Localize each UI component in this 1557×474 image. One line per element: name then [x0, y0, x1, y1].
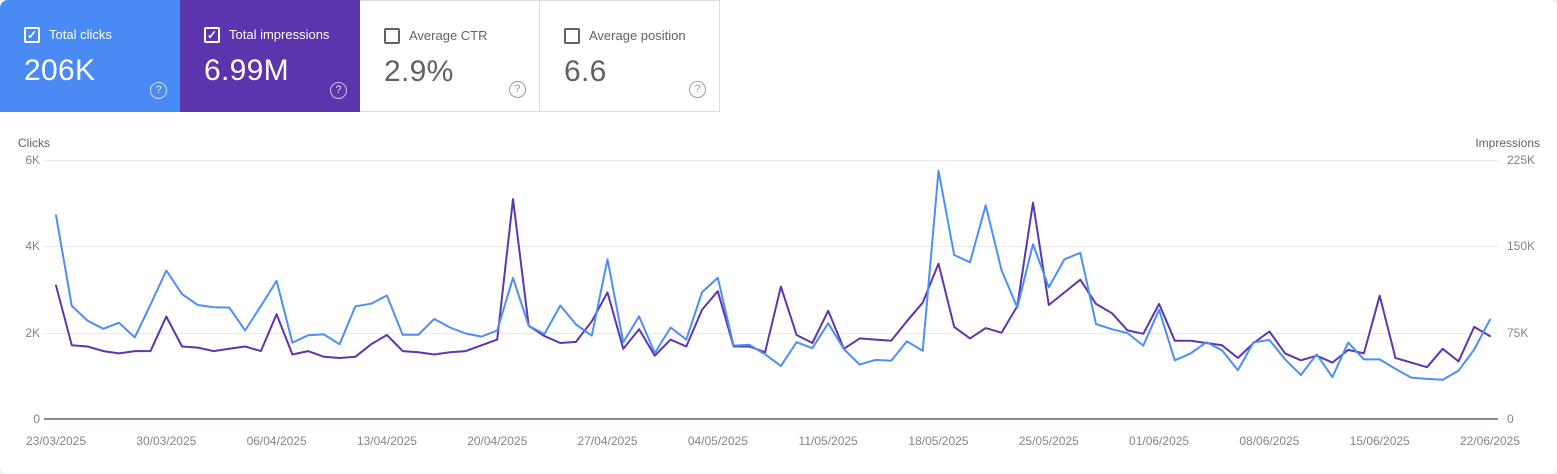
clicks-line [55, 169, 1491, 381]
left-axis-tick: 6K [25, 153, 40, 167]
x-axis-label: 01/06/2025 [1129, 434, 1190, 448]
help-icon[interactable]: ? [689, 81, 706, 98]
metric-card-average-ctr[interactable]: Average CTR 2.9% ? [360, 0, 540, 112]
left-axis-tick: 2K [25, 325, 40, 340]
x-axis-label: 15/06/2025 [1349, 434, 1410, 448]
x-axis-label: 06/04/2025 [246, 434, 307, 448]
right-axis-tick: 75K [1507, 325, 1529, 340]
left-axis-tick: 4K [25, 239, 40, 254]
metric-card-total-clicks[interactable]: ✓ Total clicks 206K ? [0, 0, 180, 112]
x-axis-label: 08/06/2025 [1239, 434, 1300, 448]
metric-value: 2.9% [384, 55, 454, 88]
gridline [44, 246, 1498, 248]
x-axis-label: 13/04/2025 [356, 434, 417, 448]
performance-chart[interactable]: Clicks Impressions 6K 4K 2K 0 225K 150K 75K 0 2… [0, 112, 1557, 474]
metric-label: Average position [589, 28, 686, 43]
x-axis-label: 04/05/2025 [687, 434, 748, 448]
x-axis-label: 22/06/2025 [1459, 434, 1521, 448]
x-axis-label: 30/03/2025 [136, 434, 197, 448]
x-axis-label: 27/04/2025 [577, 434, 638, 448]
metric-value: 6.99M [204, 54, 289, 87]
right-axis-title: Impressions [1475, 136, 1540, 150]
gridline [44, 160, 1498, 161]
metric-label: Total impressions [229, 27, 330, 42]
left-axis-tick: 0 [33, 412, 40, 426]
x-axis-label: 23/03/2025 [25, 434, 87, 448]
left-axis-title: Clicks [18, 136, 50, 150]
metric-card-average-position[interactable]: Average position 6.6 ? [540, 0, 720, 112]
gridline [44, 332, 1498, 334]
checkbox-average-ctr[interactable] [384, 27, 400, 44]
checkbox-average-position[interactable] [564, 27, 580, 44]
x-axis-label: 18/05/2025 [908, 434, 969, 448]
help-icon[interactable]: ? [509, 81, 526, 98]
right-axis-tick: 0 [1507, 412, 1514, 426]
x-axis-baseline [44, 418, 1498, 420]
right-axis-tick: 225K [1507, 153, 1536, 167]
help-icon[interactable]: ? [150, 82, 167, 99]
metric-card-total-impressions[interactable]: ✓ Total impressions 6.99M ? [180, 0, 360, 112]
checkbox-total-impressions[interactable]: ✓ [204, 26, 220, 43]
metric-label: Average CTR [409, 28, 488, 43]
x-axis-label: 11/05/2025 [798, 434, 858, 448]
metric-value: 6.6 [564, 55, 607, 88]
x-axis-label: 20/04/2025 [467, 434, 528, 448]
impressions-line [55, 198, 1491, 369]
metric-cards-row: ✓ Total clicks 206K ? ✓ Total impression… [0, 0, 1557, 112]
right-axis-tick: 150K [1507, 239, 1536, 254]
metric-label: Total clicks [49, 27, 112, 42]
help-icon[interactable]: ? [330, 82, 347, 99]
chart-plot[interactable] [44, 160, 1498, 419]
metric-value: 206K [24, 54, 96, 87]
x-axis-label: 25/05/2025 [1018, 434, 1079, 448]
checkbox-total-clicks[interactable]: ✓ [24, 26, 40, 43]
